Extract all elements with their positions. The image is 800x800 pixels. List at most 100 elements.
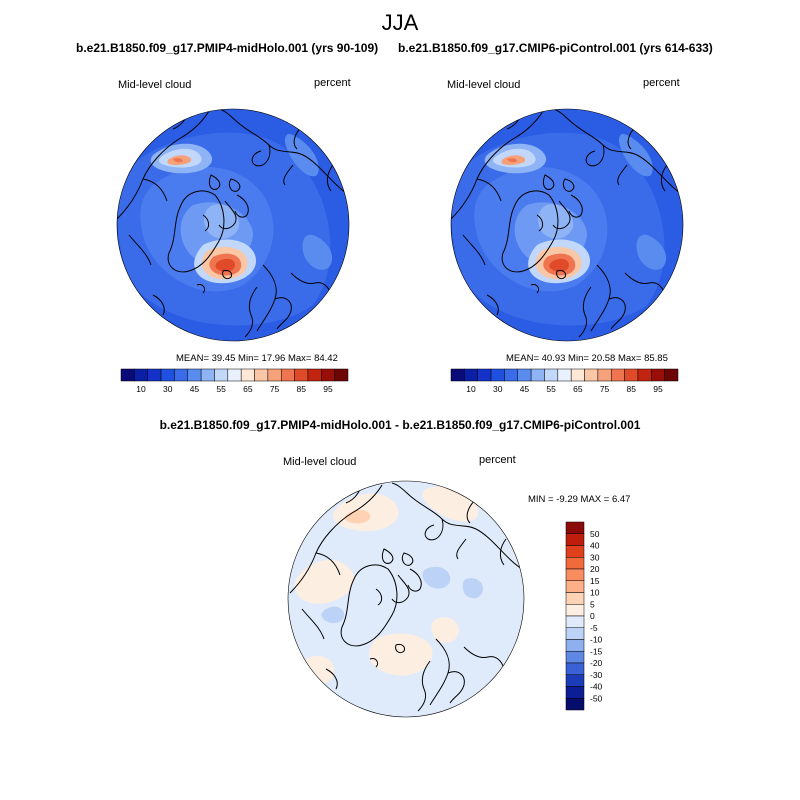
panel-2-colorbar-swatch [544, 368, 559, 382]
difference-colorbar-swatch [565, 639, 585, 652]
panel-2-colorbar-swatch [464, 368, 478, 382]
difference-colorbar-swatch [565, 651, 585, 664]
difference-units-label: percent [479, 454, 516, 466]
panel-2-colorbar-swatch [651, 368, 665, 382]
panel-1-colorbar-swatch [254, 368, 269, 382]
difference-colorbar-swatch [565, 698, 585, 711]
difference-colorbar-swatch [565, 580, 585, 593]
panel-1-colorbar-swatch [214, 368, 229, 382]
difference-colorbar-tick-label: -15 [590, 646, 603, 656]
panel-1-colorbar-swatch [240, 368, 255, 382]
panel-2-stats: MEAN= 40.93 Min= 20.58 Max= 85.85 [506, 353, 668, 364]
season-title: JJA [381, 10, 419, 35]
difference-colorbar-tick-label: 50 [590, 529, 600, 539]
panel-2-map [451, 109, 683, 341]
difference-colorbar-tick-label: -10 [590, 635, 603, 645]
panel-2-colorbar-swatch [490, 368, 505, 382]
difference-colorbar-tick-label: 10 [590, 588, 600, 598]
panel-1-colorbar-swatch [174, 368, 189, 382]
panel-1-colorbar-swatch [134, 368, 148, 382]
panel-1-colorbar-tick-label: 75 [270, 384, 280, 394]
panel-2-colorbar-tick-label: 85 [627, 384, 637, 394]
difference-colorbar-tick-label: -20 [590, 658, 603, 668]
difference-colorbar-tick-label: -5 [590, 623, 598, 633]
panel-1-colorbar-tick-label: 65 [243, 384, 253, 394]
panel-2-colorbar-swatch [664, 368, 679, 382]
panel-2-colorbar-swatch [610, 368, 625, 382]
panel-1-colorbar-swatch [307, 368, 322, 382]
panel-1-colorbar-swatch [187, 368, 202, 382]
panel-2-colorbar-swatch [450, 368, 465, 382]
panel-1-colorbar-tick-label: 45 [190, 384, 200, 394]
panel-1-colorbar-swatch [120, 368, 135, 382]
panel-2-colorbar-tick-label: 45 [520, 384, 530, 394]
panel-1-colorbar-tick-label: 95 [323, 384, 333, 394]
panel-2-colorbar-swatch [624, 368, 639, 382]
difference-colorbar-swatch [565, 686, 585, 699]
panel-1-colorbar: 10 30 45 55 65 75 85 95 [120, 368, 349, 394]
panel-2-colorbar-swatch [637, 368, 652, 382]
difference-colorbar-tick-label: -30 [590, 670, 603, 680]
panel-2-colorbar-swatch [597, 368, 612, 382]
difference-colorbar-tick-label: 30 [590, 552, 600, 562]
difference-title: b.e21.B1850.f09_g17.PMIP4-midHolo.001 - … [159, 418, 641, 432]
difference-colorbar-swatch [565, 604, 585, 617]
panel-1-title: b.e21.B1850.f09_g17.PMIP4-midHolo.001 (y… [76, 41, 379, 55]
panel-1-colorbar-swatch [334, 368, 349, 382]
panel-2-colorbar-tick-label: 55 [546, 384, 556, 394]
difference-colorbar-tick-label: 40 [590, 541, 600, 551]
panel-1-colorbar-swatch [160, 368, 175, 382]
panel-1-units-label: percent [314, 77, 351, 89]
panel-1-stats: MEAN= 39.45 Min= 17.96 Max= 84.42 [176, 353, 338, 364]
panel-1-variable-label: Mid-level cloud [118, 79, 192, 91]
panel-2-colorbar-tick-label: 10 [466, 384, 476, 394]
difference-colorbar-swatch [565, 592, 585, 605]
panel-1-colorbar-tick-label: 30 [163, 384, 173, 394]
difference-colorbar-swatch [565, 568, 585, 581]
difference-variable-label: Mid-level cloud [283, 456, 357, 468]
difference-colorbar-tick-label: 15 [590, 576, 600, 586]
difference-colorbar-tick-label: -50 [590, 693, 603, 703]
panel-1-map [117, 109, 349, 341]
difference-colorbar-swatch [565, 521, 585, 534]
difference-colorbar-swatch [565, 557, 585, 570]
panel-2-colorbar-tick-label: 75 [600, 384, 610, 394]
panel-1-colorbar-swatch [321, 368, 335, 382]
difference-colorbar-tick-label: -40 [590, 682, 603, 692]
difference-colorbar-swatch [565, 674, 585, 687]
panel-1-colorbar-tick-label: 10 [136, 384, 146, 394]
difference-colorbar-swatch [565, 662, 585, 675]
panel-2-colorbar-tick-label: 65 [573, 384, 583, 394]
panel-2-colorbar-tick-label: 30 [493, 384, 503, 394]
panel-2-variable-label: Mid-level cloud [447, 79, 521, 91]
panel-2-colorbar-swatch [517, 368, 532, 382]
panel-2-colorbar-swatch [477, 368, 492, 382]
difference-colorbar-tick-label: 20 [590, 564, 600, 574]
panel-1-colorbar-swatch [147, 368, 162, 382]
difference-map [288, 481, 524, 717]
panel-1-colorbar-swatch [294, 368, 309, 382]
difference-colorbar-swatch [565, 627, 585, 640]
panel-2-units-label: percent [643, 77, 680, 89]
panel-1-colorbar-tick-label: 55 [216, 384, 226, 394]
panel-2-colorbar-swatch [570, 368, 585, 382]
panel-2-colorbar: 10 30 45 55 65 75 85 95 [450, 368, 679, 394]
panel-2-colorbar-swatch [584, 368, 599, 382]
panel-2-title: b.e21.B1850.f09_g17.CMIP6-piControl.001 … [398, 41, 713, 55]
difference-colorbar-tick-label: 5 [590, 599, 595, 609]
difference-stats: MIN = -9.29 MAX = 6.47 [528, 494, 631, 505]
panel-2-colorbar-swatch [530, 368, 545, 382]
difference-colorbar-swatch [565, 533, 585, 546]
panel-1-colorbar-tick-label: 85 [297, 384, 307, 394]
panel-2-colorbar-swatch [557, 368, 572, 382]
difference-colorbar-swatch [565, 545, 585, 558]
panel-2-colorbar-tick-label: 95 [653, 384, 663, 394]
difference-colorbar-tick-label: 0 [590, 611, 595, 621]
panel-1-colorbar-swatch [200, 368, 215, 382]
difference-colorbar-swatch [565, 615, 585, 628]
panel-1-colorbar-swatch [227, 368, 242, 382]
panel-1-colorbar-swatch [280, 368, 295, 382]
panel-1-colorbar-swatch [267, 368, 282, 382]
